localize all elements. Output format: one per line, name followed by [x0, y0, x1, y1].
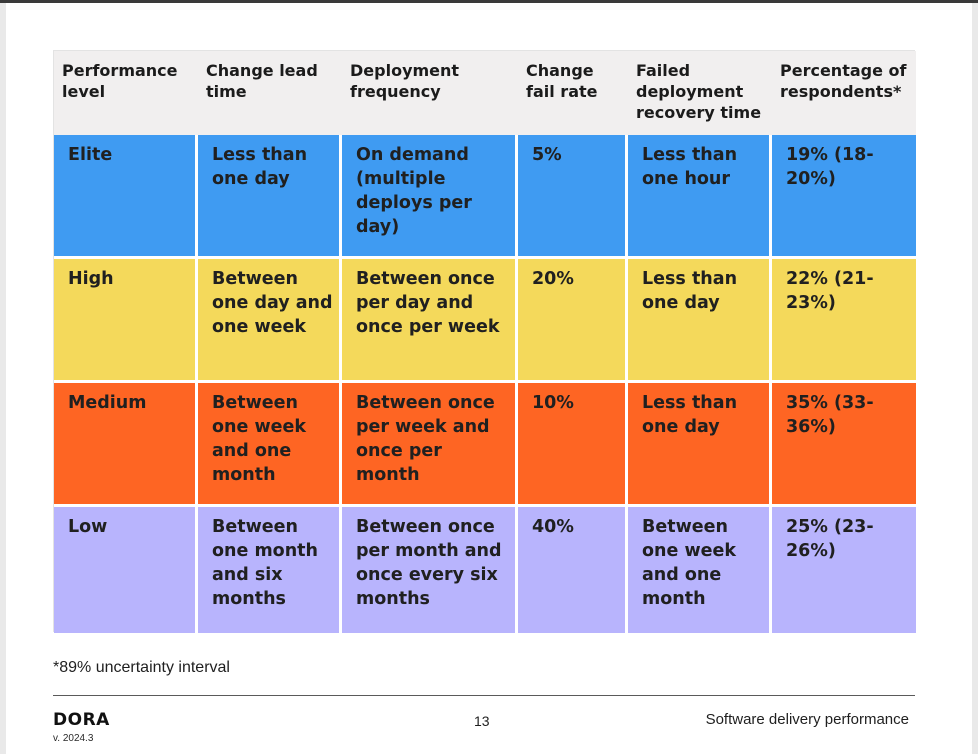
cell-frequency: Between once per day and once per week	[342, 259, 518, 383]
cell-recovery: Between one week and one month	[628, 507, 772, 633]
window-top-bar	[0, 0, 978, 3]
header-change-lead-time: Change lead time	[198, 51, 342, 135]
cell-frequency: Between once per week and once per month	[342, 383, 518, 507]
performance-table: Performance level Change lead time Deplo…	[53, 50, 916, 633]
section-title: Software delivery performance	[705, 711, 909, 728]
dora-logo: DORA	[53, 710, 110, 730]
cell-lead-time: Between one day and one week	[198, 259, 342, 383]
footnote: *89% uncertainty interval	[53, 659, 230, 676]
version-label: v. 2024.3	[53, 733, 94, 744]
page-number: 13	[474, 713, 490, 729]
header-percentage: Percentage of respondents*	[772, 51, 916, 135]
cell-percentage: 22% (21-23%)	[772, 259, 916, 383]
document-page: Performance level Change lead time Deplo…	[6, 3, 972, 754]
cell-frequency: Between once per month and once every si…	[342, 507, 518, 633]
cell-lead-time: Between one week and one month	[198, 383, 342, 507]
cell-level: High	[54, 259, 198, 383]
cell-level: Elite	[54, 135, 198, 259]
cell-recovery: Less than one hour	[628, 135, 772, 259]
cell-recovery: Less than one day	[628, 259, 772, 383]
header-change-fail-rate: Change fail rate	[518, 51, 628, 135]
cell-fail-rate: 10%	[518, 383, 628, 507]
header-performance-level: Performance level	[54, 51, 198, 135]
footer-divider	[53, 695, 915, 696]
cell-lead-time: Less than one day	[198, 135, 342, 259]
cell-lead-time: Between one month and six months	[198, 507, 342, 633]
cell-fail-rate: 5%	[518, 135, 628, 259]
cell-level: Low	[54, 507, 198, 633]
cell-fail-rate: 40%	[518, 507, 628, 633]
header-recovery-time: Failed deployment recovery time	[628, 51, 772, 135]
cell-level: Medium	[54, 383, 198, 507]
header-deployment-frequency: Deployment frequency	[342, 51, 518, 135]
cell-recovery: Less than one day	[628, 383, 772, 507]
cell-percentage: 35% (33-36%)	[772, 383, 916, 507]
cell-percentage: 25% (23-26%)	[772, 507, 916, 633]
cell-fail-rate: 20%	[518, 259, 628, 383]
cell-frequency: On demand (multiple deploys per day)	[342, 135, 518, 259]
cell-percentage: 19% (18-20%)	[772, 135, 916, 259]
